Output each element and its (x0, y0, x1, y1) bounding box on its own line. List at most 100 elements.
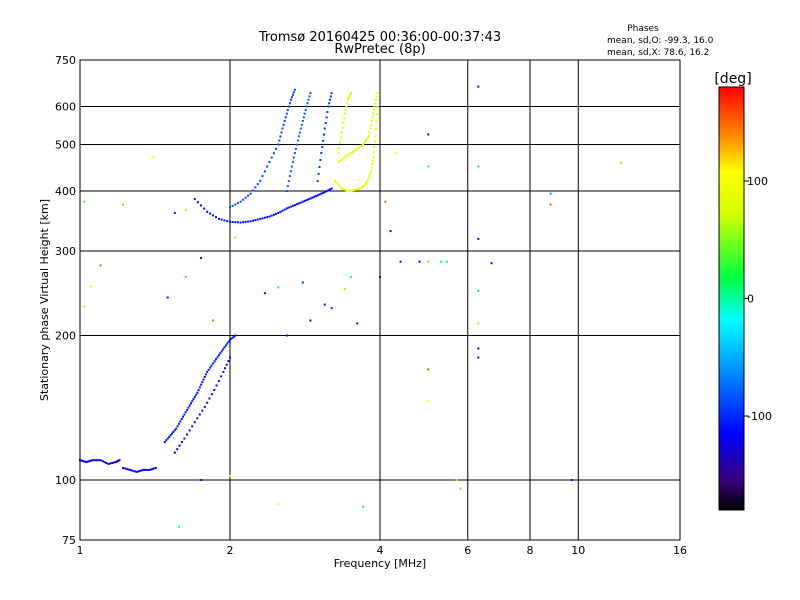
data-point (99, 459, 102, 462)
data-point (201, 409, 204, 412)
data-point (335, 181, 338, 184)
data-point (139, 469, 142, 472)
data-point (227, 340, 230, 343)
data-point (83, 305, 86, 308)
data-point (195, 393, 198, 396)
data-point (225, 363, 228, 366)
data-point (85, 461, 88, 464)
y-tick-label: 750 (55, 54, 76, 67)
data-point (549, 203, 552, 206)
y-tick-label: 200 (55, 330, 76, 343)
data-point (208, 397, 211, 400)
data-point (169, 434, 172, 437)
data-point (298, 131, 301, 134)
data-point (242, 221, 245, 224)
data-point (229, 220, 231, 223)
data-points (79, 85, 623, 528)
data-point (212, 319, 215, 322)
data-point (620, 161, 623, 164)
colorbar-tick-label: 100 (747, 175, 768, 188)
chart-subtitle: RwPretec (8p) (334, 42, 425, 57)
data-point (372, 156, 375, 159)
data-point (347, 98, 349, 101)
data-point (339, 136, 342, 139)
data-point (293, 204, 296, 207)
data-point (186, 433, 188, 436)
data-point (289, 98, 292, 101)
chart-title: Tromsø 20160425 00:36:00-00:37:43 (258, 30, 501, 45)
data-point (261, 175, 264, 178)
data-point (229, 474, 231, 477)
data-point (353, 149, 356, 152)
data-point (83, 460, 86, 463)
data-point (231, 336, 234, 339)
data-point (459, 487, 462, 490)
data-point (376, 92, 379, 95)
data-point (394, 152, 397, 154)
data-point (318, 193, 321, 196)
x-tick-label: 6 (464, 544, 471, 557)
data-point (317, 172, 320, 175)
data-point (229, 206, 231, 209)
data-point (366, 137, 369, 140)
data-point (137, 470, 140, 473)
data-point (371, 159, 374, 162)
data-point (302, 116, 305, 119)
data-point (210, 364, 213, 367)
data-point (356, 322, 359, 325)
data-point (281, 127, 284, 130)
data-point (379, 275, 381, 278)
data-point (330, 92, 333, 95)
data-point (296, 139, 299, 142)
data-point (129, 468, 131, 471)
x-tick-label: 10 (571, 544, 585, 557)
data-point (226, 342, 229, 345)
data-point (272, 213, 275, 216)
data-point (233, 335, 235, 338)
data-point (143, 468, 146, 471)
data-point (286, 185, 289, 188)
data-point (364, 183, 367, 186)
data-point (284, 116, 287, 119)
data-point (348, 189, 351, 192)
data-point (370, 166, 373, 169)
data-point (193, 198, 196, 200)
data-point (347, 154, 349, 157)
data-point (290, 165, 293, 168)
data-point (345, 189, 348, 192)
data-point (231, 221, 234, 223)
data-point (175, 427, 178, 430)
data-point (303, 112, 306, 115)
data-point (353, 189, 356, 191)
data-point (236, 221, 239, 224)
data-point (270, 214, 273, 217)
data-point (372, 112, 375, 115)
data-point (477, 289, 480, 292)
data-point (330, 307, 333, 310)
data-point (209, 212, 212, 215)
data-point (291, 161, 294, 164)
data-point (477, 347, 480, 350)
data-point (176, 425, 179, 428)
data-point (179, 420, 182, 423)
data-point (259, 217, 262, 220)
colorbar-ticks: 100 0 -100 (744, 175, 772, 423)
data-point (101, 460, 104, 463)
data-point (292, 91, 295, 94)
data-point (173, 429, 176, 432)
data-point (455, 479, 458, 481)
data-point (303, 199, 306, 202)
data-point (263, 170, 266, 173)
data-point (166, 437, 169, 440)
data-point (339, 185, 341, 188)
data-point (549, 192, 552, 195)
data-point (279, 135, 282, 138)
data-point (368, 175, 371, 177)
data-point (275, 212, 278, 215)
data-point (365, 181, 368, 184)
data-point (363, 184, 366, 187)
x-tick-label: 16 (673, 544, 687, 557)
data-point (178, 525, 180, 528)
colorbar-tick-label: -100 (747, 410, 772, 423)
phases-mean-o: mean, sd,O: -99.3, 16.0 (607, 36, 714, 46)
